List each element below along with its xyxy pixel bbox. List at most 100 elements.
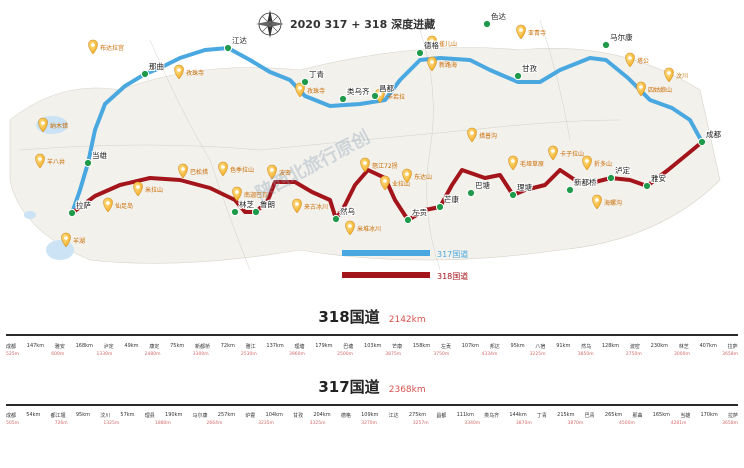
route-318-stop: 理塘 — [294, 344, 305, 350]
route-318-stop: 95km — [510, 343, 525, 349]
scenic-spot-pin: 新路海 — [427, 56, 457, 72]
map-pin-icon — [35, 153, 45, 169]
scenic-spot-pin: 业拉山 — [380, 175, 410, 191]
city-marker: 雅安 — [642, 172, 667, 191]
city-marker: 色达 — [482, 10, 507, 29]
city-label: 江达 — [232, 35, 247, 45]
route-318-stop: 波密 — [629, 344, 640, 350]
route-317-stop: 类乌齐 — [484, 413, 500, 419]
scenic-spot-label: 雀儿山 — [439, 40, 457, 48]
map-pin-icon — [38, 117, 48, 133]
scenic-spot-pin: 毛垭草原 — [508, 155, 544, 171]
scenic-spot-pin: 羊湖 — [61, 232, 85, 248]
route-318-altitude: 525m — [6, 352, 19, 357]
map-pin-icon — [636, 81, 646, 97]
route-318-stop: 128km — [601, 343, 620, 349]
map-pin-icon — [174, 64, 184, 80]
map-pin-icon — [61, 232, 71, 248]
route-318-stop: 137km — [266, 343, 284, 349]
route-317-stop: 成都 — [6, 413, 17, 419]
route-318-stop: 107km — [461, 343, 480, 349]
scenic-spot-label: 羊湖 — [73, 237, 85, 245]
scenic-spot-label: 塔公 — [637, 57, 649, 65]
map-pin-icon — [548, 145, 558, 161]
city-label: 当雄 — [92, 150, 107, 160]
scenic-spot-label: 羊八井 — [47, 158, 65, 166]
city-label: 巴塘 — [475, 180, 490, 190]
scenic-spot-label: 措普沟 — [479, 132, 497, 140]
route-318-altitude: 4334m — [481, 352, 498, 357]
map-pin-icon — [295, 82, 305, 98]
scenic-spot-label: 毛垭草原 — [520, 160, 544, 168]
map-pin-icon — [592, 194, 602, 210]
scenic-spot-pin: 折多山 — [582, 155, 612, 171]
route-317-stop: 拉萨 — [727, 413, 738, 419]
route-318-title: 318国道 — [318, 308, 380, 326]
city-dot-icon — [338, 94, 348, 104]
route-318-stop: 芒康 — [392, 344, 403, 350]
city-label: 德格 — [424, 40, 439, 50]
scenic-spot-label: 仙足岛 — [115, 202, 133, 210]
city-label: 林芝 — [239, 199, 254, 209]
map-pin-icon — [218, 161, 228, 177]
city-marker: 丁青 — [300, 68, 325, 87]
city-dot-icon — [606, 173, 616, 183]
map-pin-icon — [103, 197, 113, 213]
scenic-spot-label: 四姑娘山 — [648, 86, 672, 94]
city-dot-icon — [565, 185, 575, 195]
map-pin-icon — [664, 67, 674, 83]
city-dot-icon — [83, 158, 93, 168]
legend-318-swatch — [342, 272, 430, 278]
city-dot-icon — [331, 214, 341, 224]
city-dot-icon — [482, 19, 492, 29]
city-marker: 那曲 — [140, 60, 165, 79]
legend-317-label: 317国道 — [437, 249, 468, 259]
route-317-altitude: 3235m — [258, 421, 274, 426]
route-317-stop: 马尔康 — [192, 413, 208, 419]
route-318-stop: 72km — [220, 343, 235, 349]
scenic-spot-label: 纳木错 — [50, 122, 68, 130]
route-318-stop: 然乌 — [581, 344, 592, 350]
route-318-altitude: 2530m — [240, 352, 257, 357]
route-317-title: 317国道 — [318, 378, 380, 396]
scenic-spot-label: 来古冰川 — [304, 203, 328, 211]
route-318-stop: 158km — [412, 343, 431, 349]
scenic-spot-pin: 亚青寺 — [516, 24, 546, 40]
route-317-stop: 甘孜 — [293, 413, 304, 419]
city-marker: 然乌 — [331, 205, 356, 224]
route-318-stop: 179km — [315, 343, 333, 349]
scenic-spot-label: 汶川 — [676, 72, 688, 80]
city-marker: 林芝 — [230, 198, 255, 217]
route-317-stop: 江达 — [388, 413, 399, 419]
route-317-stop: 那曲 — [632, 413, 643, 419]
city-label: 丁青 — [309, 69, 324, 79]
city-marker: 左贡 — [403, 206, 428, 225]
city-label: 鲁朗 — [260, 199, 275, 209]
city-label: 雅安 — [651, 173, 666, 183]
compass-icon — [256, 10, 284, 38]
scenic-spot-label: 卡若拉 — [387, 93, 405, 101]
route-317-stop: 190km — [165, 412, 183, 418]
city-marker: 昌都 — [370, 83, 395, 101]
route-317-altitude: 1880m — [154, 421, 171, 426]
city-marker: 理塘 — [508, 181, 533, 200]
scenic-spot-pin: 布达拉宫 — [88, 39, 124, 55]
scenic-spot-label: 巴松措 — [190, 168, 208, 176]
route-318-altitude: 2500m — [337, 352, 353, 357]
city-marker: 德格 — [415, 39, 440, 58]
route-317-stop: 275km — [408, 412, 427, 418]
map-pin-icon — [508, 155, 518, 171]
scenic-spot-label: 波密 — [279, 169, 291, 177]
city-dot-icon — [697, 137, 707, 147]
city-marker: 江达 — [223, 34, 248, 53]
scenic-spot-pin: 来古冰川 — [292, 198, 328, 214]
route-318-altitude: 3225m — [529, 352, 546, 357]
map-pin-icon — [380, 175, 390, 191]
route-317-stop: 昌都 — [436, 413, 447, 419]
route-317-distance: 2368km — [388, 385, 426, 395]
route-318-stop: 成都 — [6, 344, 17, 350]
route-317-stop: 理县 — [144, 413, 155, 419]
route-318-altitude: 600m — [51, 352, 65, 357]
route-317-altitude: 726m — [54, 421, 68, 426]
